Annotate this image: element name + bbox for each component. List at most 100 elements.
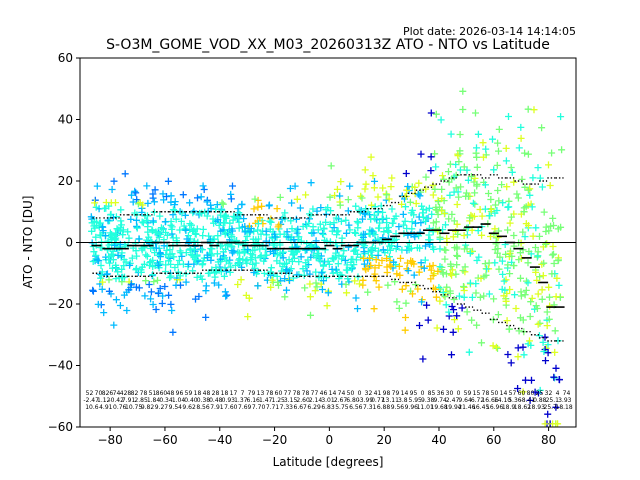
data-point — [429, 272, 437, 279]
data-point — [513, 190, 521, 198]
data-point — [121, 170, 129, 178]
data-point — [536, 386, 544, 394]
data-point — [446, 191, 454, 199]
data-point — [152, 306, 160, 313]
data-point — [433, 206, 441, 214]
data-point — [374, 209, 382, 217]
bin-stat-label: 6.80 — [346, 397, 360, 404]
data-point — [432, 110, 440, 118]
data-point — [367, 215, 375, 223]
bin-stat-label: 14 — [329, 390, 337, 397]
data-point — [396, 271, 404, 279]
bin-stat-label: 60 — [275, 390, 283, 397]
data-point — [471, 200, 479, 208]
data-point — [475, 253, 483, 261]
bin-stat-label: 95 — [410, 390, 418, 397]
data-point — [367, 248, 375, 256]
data-point — [114, 268, 122, 276]
data-point — [438, 207, 446, 215]
data-point — [348, 263, 356, 271]
data-point — [398, 200, 406, 208]
data-point — [439, 172, 446, 180]
bin-stat-label: -2.47 — [83, 397, 99, 404]
data-point — [249, 260, 257, 268]
x-axis-ticks: −80 −60 −40 −20 0 20 40 60 80 — [97, 427, 556, 447]
data-point — [93, 182, 101, 190]
bin-stat-label: 15 — [473, 390, 481, 397]
bin-stat-label: 25.7 — [544, 404, 558, 411]
data-point — [112, 199, 119, 207]
bin-stat-label: 98 — [383, 390, 391, 397]
data-point — [411, 183, 419, 191]
data-point — [408, 218, 416, 226]
bin-stat-label: 46 — [320, 390, 328, 397]
data-point — [430, 245, 438, 253]
data-point — [361, 166, 369, 174]
data-point — [515, 144, 523, 152]
data-point — [332, 214, 340, 222]
data-point — [182, 249, 190, 257]
data-point — [344, 275, 352, 283]
bin-stat-label: 14.10 — [494, 397, 511, 404]
data-point — [361, 242, 369, 250]
data-point — [98, 285, 106, 293]
data-point — [193, 225, 201, 233]
data-point — [246, 228, 254, 236]
bin-stat-label: 60 — [518, 390, 526, 397]
data-point — [267, 283, 275, 291]
data-point — [533, 305, 541, 312]
data-point — [109, 256, 117, 264]
data-point — [546, 293, 553, 301]
data-point — [357, 192, 365, 200]
data-point — [336, 201, 344, 209]
data-point — [544, 410, 552, 418]
data-point — [131, 209, 139, 217]
data-point — [553, 274, 561, 282]
data-point — [354, 224, 362, 232]
data-point — [411, 233, 419, 241]
bin-stat-label: 6.29 — [307, 404, 321, 411]
data-point — [251, 246, 259, 254]
data-point — [168, 225, 176, 233]
data-point — [251, 195, 259, 203]
data-point — [205, 232, 213, 240]
data-point — [189, 209, 197, 217]
data-point — [527, 298, 535, 306]
data-point — [244, 246, 251, 253]
data-point — [521, 233, 529, 241]
bin-stat-label: 1.25 — [272, 397, 286, 404]
data-point — [150, 198, 158, 206]
data-point — [371, 231, 379, 239]
data-point — [466, 279, 474, 287]
data-point — [167, 272, 175, 280]
data-point — [240, 215, 248, 223]
data-point — [417, 150, 425, 158]
bin-stat-label: 1.84 — [147, 397, 161, 404]
data-point — [388, 174, 396, 182]
bin-stat-label: 3.01 — [321, 397, 335, 404]
data-point — [454, 325, 462, 333]
data-point — [276, 249, 284, 257]
data-point — [132, 247, 140, 255]
data-point — [427, 109, 435, 117]
data-point — [316, 220, 324, 228]
data-point — [374, 193, 382, 201]
data-point — [416, 228, 424, 236]
data-point — [359, 276, 367, 284]
data-point — [532, 244, 539, 251]
data-point — [319, 268, 327, 276]
data-point — [514, 353, 522, 361]
data-point — [131, 187, 139, 195]
data-point — [536, 319, 544, 327]
x-tick-label: 20 — [377, 433, 392, 447]
data-point — [416, 192, 424, 200]
data-point — [102, 232, 109, 240]
data-point — [288, 199, 296, 207]
data-point — [442, 221, 449, 229]
data-point — [187, 251, 195, 259]
data-point — [275, 281, 282, 289]
data-point — [451, 244, 459, 252]
data-point — [92, 251, 100, 259]
data-point — [435, 284, 443, 291]
data-point — [524, 105, 532, 113]
